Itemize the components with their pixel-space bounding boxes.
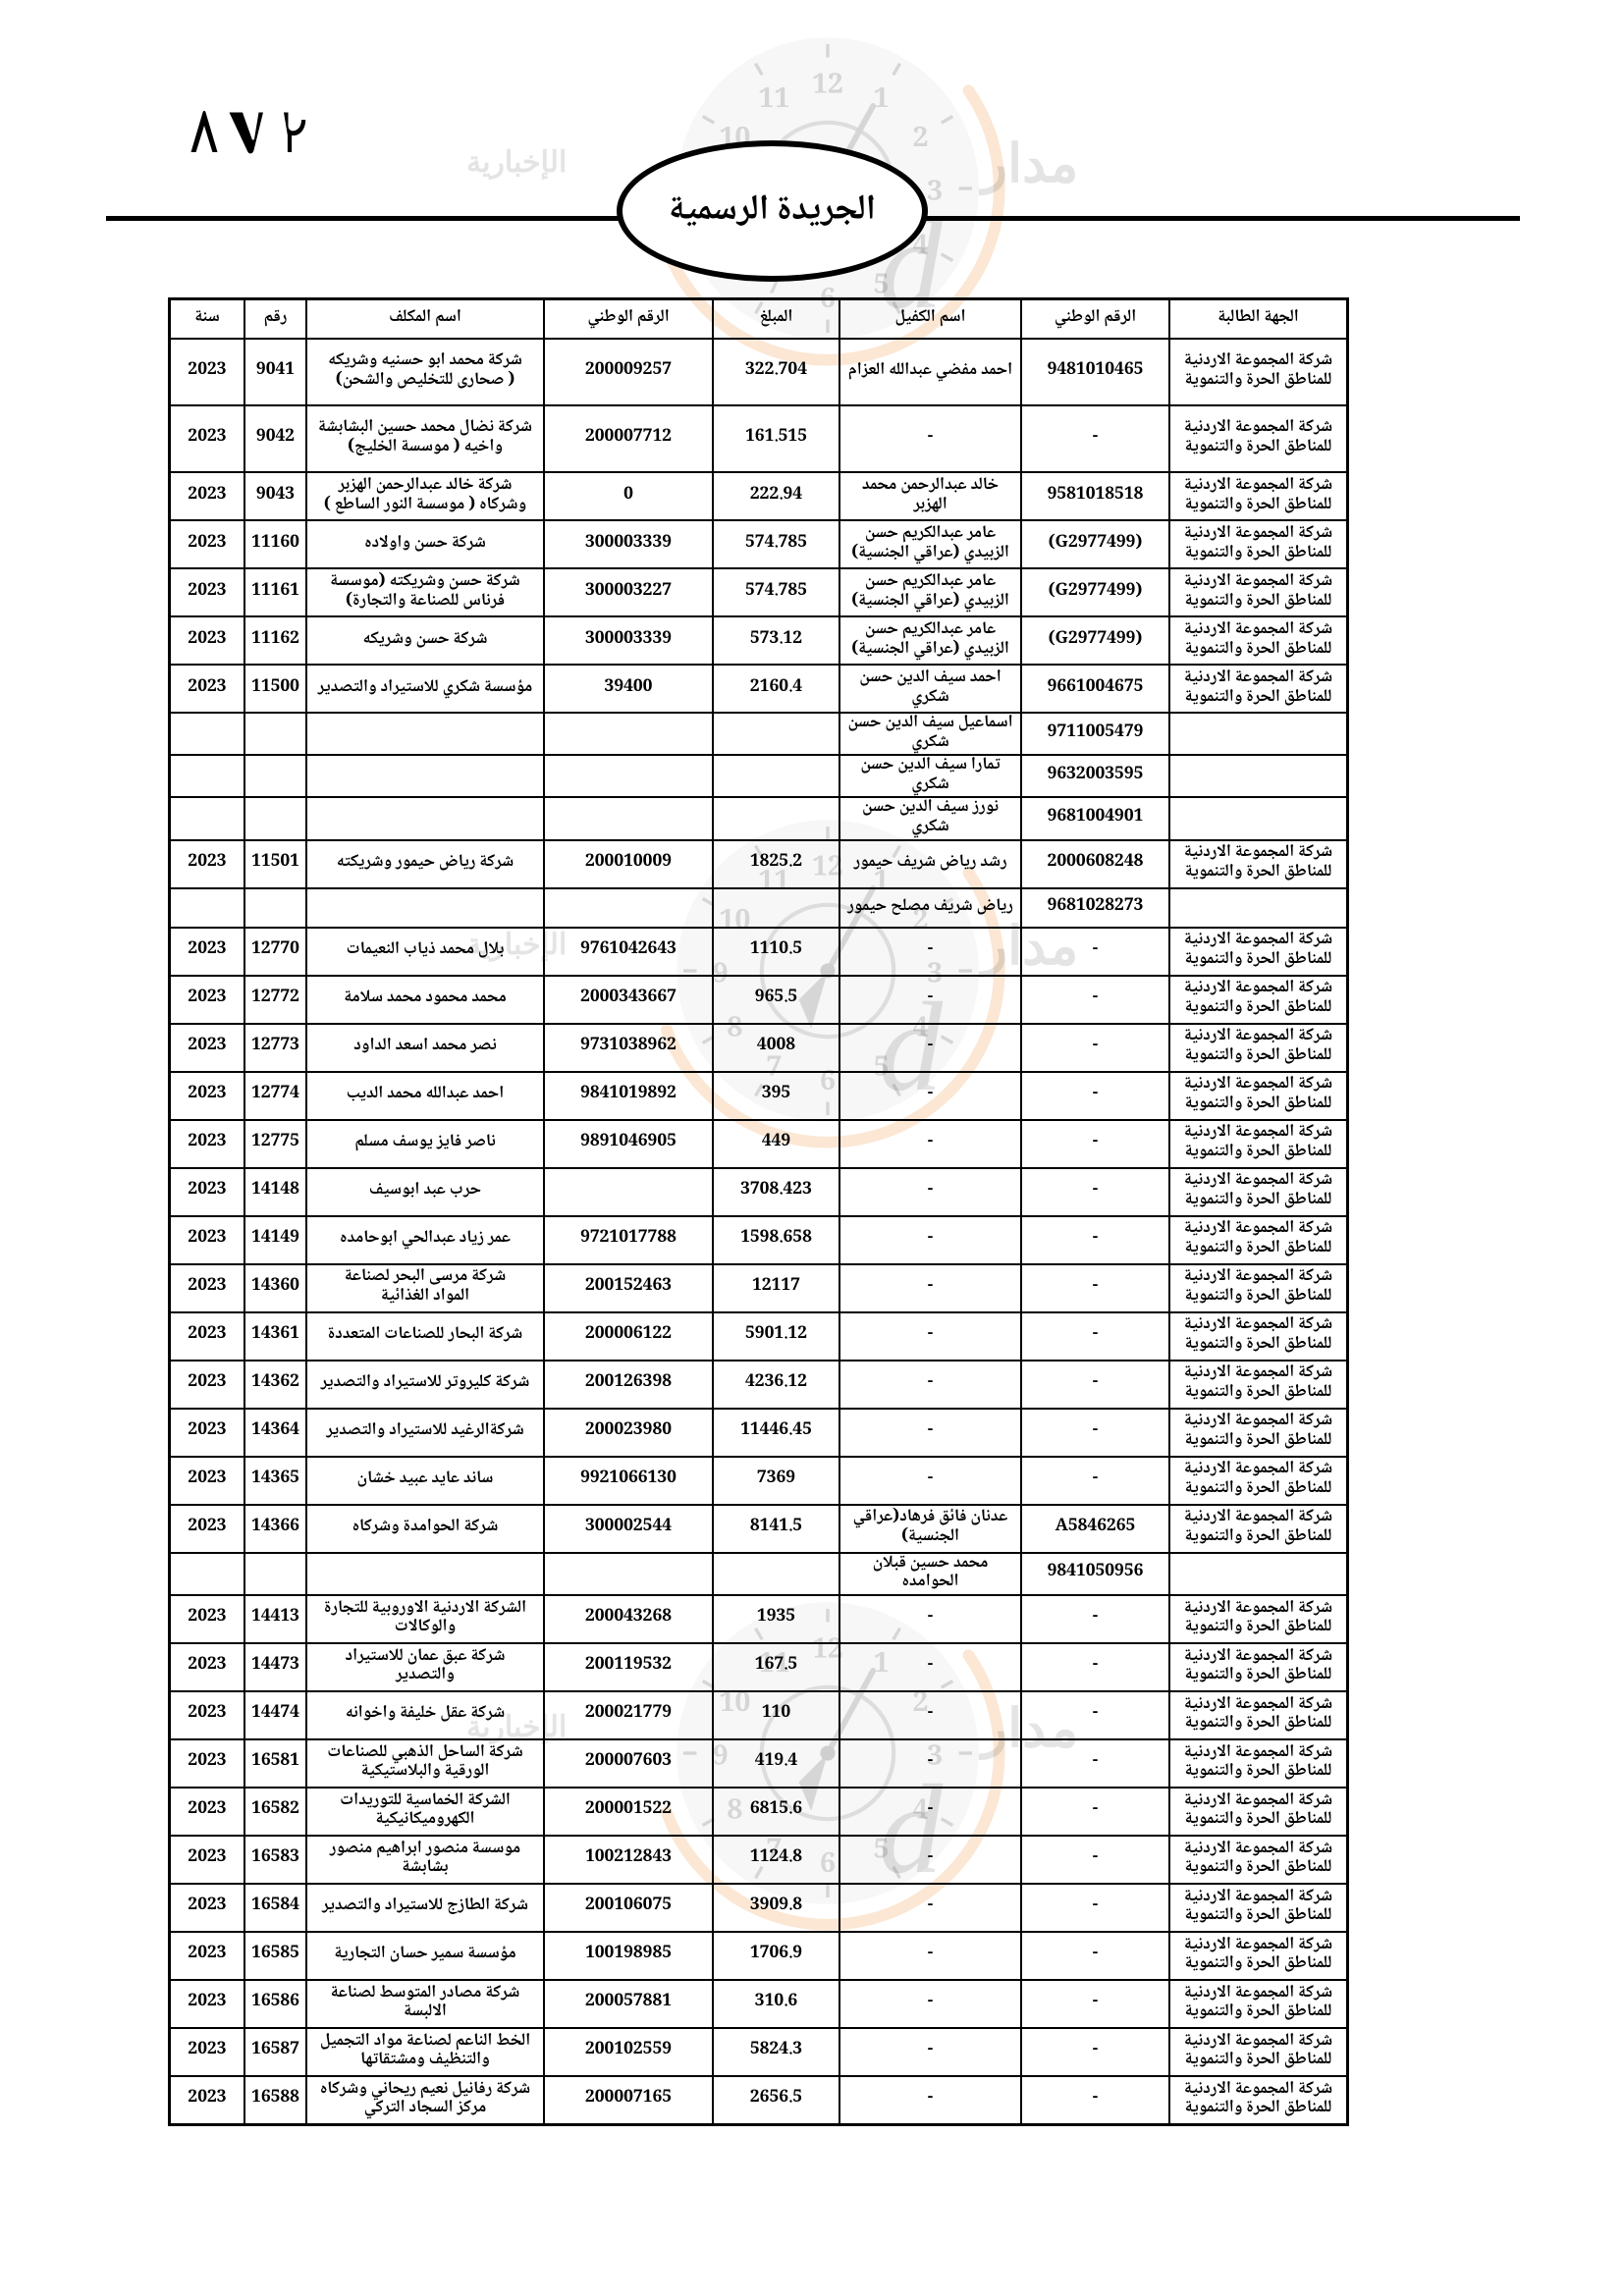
svg-text:3: 3	[927, 171, 943, 219]
svg-text:2: 2	[913, 117, 929, 165]
svg-text:12: 12	[812, 64, 843, 112]
svg-text:1: 1	[874, 78, 890, 126]
svg-text:11: 11	[758, 78, 789, 126]
